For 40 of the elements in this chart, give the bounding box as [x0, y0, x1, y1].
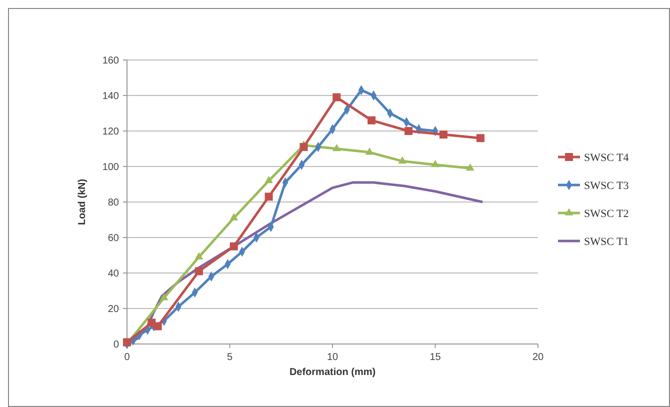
legend-label: SWSC T3: [584, 180, 630, 192]
point: [148, 318, 156, 327]
point: [160, 293, 168, 300]
point: [230, 213, 238, 220]
y-tick-label: 140: [102, 91, 120, 102]
x-tick-label: 0: [124, 352, 130, 363]
point: [300, 142, 308, 151]
point: [439, 130, 448, 139]
x-tick-label: 15: [430, 352, 442, 363]
x-tick-label: 20: [532, 352, 544, 363]
point: [365, 147, 374, 155]
legend-label: SWSC T4: [584, 152, 630, 164]
y-tick-label: 80: [108, 198, 120, 208]
y-tick-label: 20: [108, 304, 120, 315]
point: [332, 144, 341, 152]
point: [368, 116, 376, 124]
y-tick-label: 0: [113, 340, 120, 350]
y-axis-title: Load (kN): [77, 178, 88, 226]
y-tick-label: 100: [102, 162, 120, 173]
point: [466, 163, 474, 171]
y-tick-label: 160: [102, 56, 120, 66]
point: [194, 267, 203, 276]
point: [264, 192, 273, 201]
point: [154, 322, 162, 330]
point: [476, 134, 484, 142]
legend-label: SWSC T2: [584, 208, 629, 220]
point: [332, 93, 341, 102]
point: [230, 242, 238, 250]
point: [398, 156, 407, 164]
point: [404, 127, 413, 135]
point: [264, 176, 273, 184]
y-tick-label: 60: [108, 233, 120, 244]
point: [194, 252, 204, 260]
y-tick-label: 40: [108, 268, 120, 280]
y-tick-label: 120: [102, 126, 120, 138]
legend-label: SWSC T1: [584, 236, 629, 248]
point: [431, 160, 440, 168]
x-tick-label: 10: [326, 352, 338, 363]
x-axis-title: Deformation (mm): [289, 367, 376, 378]
x-tick-label: 5: [226, 352, 233, 363]
